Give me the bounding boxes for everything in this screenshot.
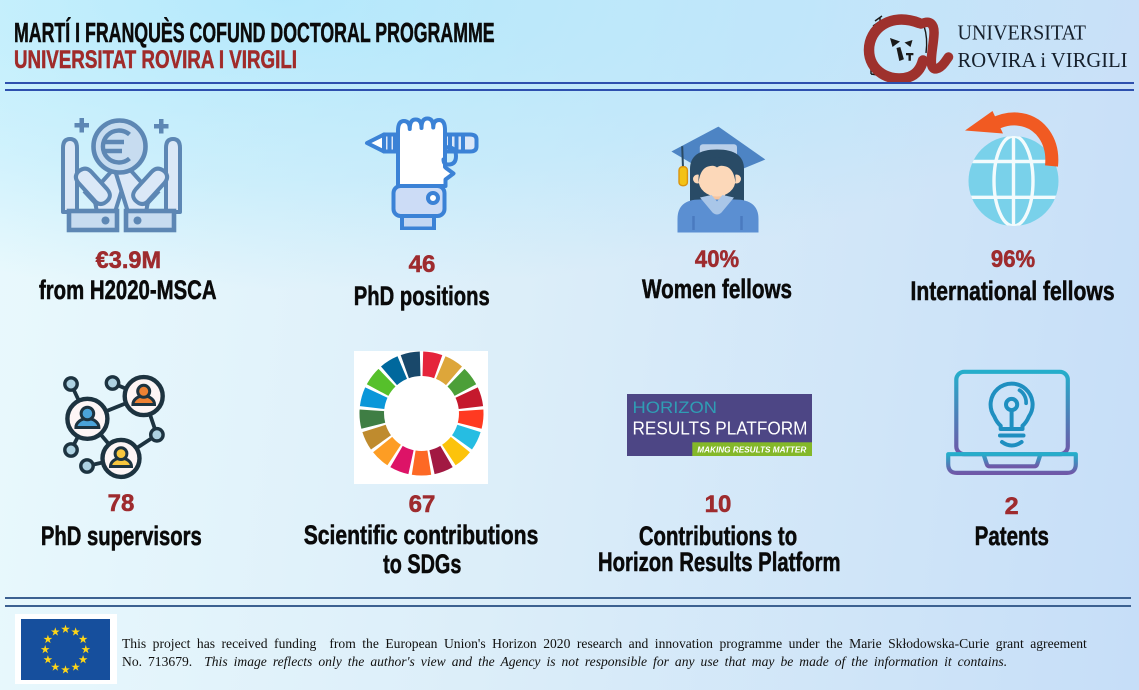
svg-text:HORIZON: HORIZON <box>633 398 718 417</box>
svg-text:ROVIRA i VIRGILI: ROVIRA i VIRGILI <box>958 48 1128 72</box>
svg-text:MAKING RESULTS MATTER: MAKING RESULTS MATTER <box>697 444 807 454</box>
svg-text:RESULTS PLATFORM: RESULTS PLATFORM <box>633 418 808 439</box>
svg-text:UNIVERSITAT: UNIVERSITAT <box>958 21 1087 45</box>
